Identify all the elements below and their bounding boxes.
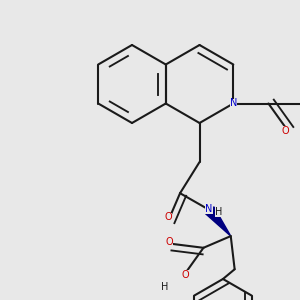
Text: O: O <box>164 212 172 223</box>
Text: H: H <box>215 207 222 218</box>
Text: O: O <box>281 126 289 136</box>
Text: N: N <box>230 98 237 109</box>
Text: H: H <box>161 282 168 292</box>
Text: O: O <box>182 270 189 280</box>
Polygon shape <box>206 207 231 236</box>
Text: N: N <box>205 204 212 214</box>
Text: O: O <box>165 237 173 248</box>
